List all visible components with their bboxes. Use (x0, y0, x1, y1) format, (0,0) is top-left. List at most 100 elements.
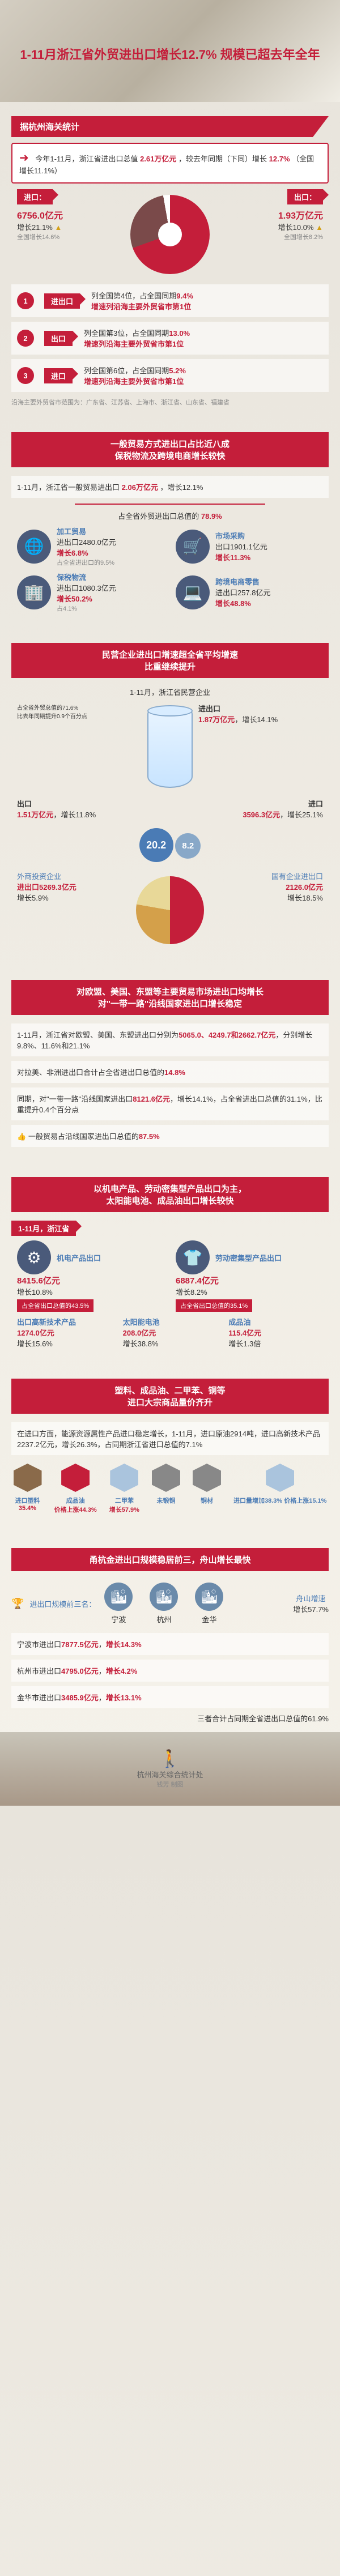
s3-lead: 1-11月，浙江省民营企业 (17, 686, 323, 697)
s1-rank-row: 3 进口 列全国第6位，占全国同期5.2%增速列沿海主要外贸省市第1位 (11, 359, 329, 392)
item-icon: 🏢 (17, 575, 51, 609)
section-3: 民营企业进出口增速超全省平均增速 比重继续提升 1-11月，浙江省民营企业 占全… (0, 626, 340, 963)
hex-icon (152, 1464, 180, 1492)
s5-right: 👕 劳动密集型产品出口 6887.4亿元 增长8.2% 占全省出口总值的35.1… (170, 1240, 329, 1312)
s7-rows: 宁波市进出口7877.5亿元，增长14.3% 杭州市进出口4795.0亿元，增长4… (11, 1633, 329, 1724)
s6-lead: 在进口方面，能源资源属性产品进口稳定增长，1-11月，进口原油2914吨，进口高… (11, 1422, 329, 1455)
footer-org: 杭州海关综合统计处 (17, 1769, 323, 1780)
s5-tag: 1-11月，浙江省 (11, 1221, 76, 1236)
s7-top-row: 🏆 进出口规模前三名： 🏙宁波🏙杭州🏙金华 舟山增速 增长57.7% (11, 1580, 329, 1627)
s2-lead: 1-11月，浙江省一般贸易进出口 2.06万亿元 ，增长12.1% (11, 476, 329, 498)
s1-footnote: 沿海主要外贸省市范围为：广东省、江苏省、上海市、浙江省、山东省、福建省 (11, 398, 329, 407)
s6-banner: 塑料、成品油、二甲苯、铜等 进口大宗商品量价齐升 (11, 1379, 329, 1414)
city-item: 🏙金华 (192, 1580, 226, 1627)
hex-item: 进口量增加38.3% 价格上涨15.1% (233, 1464, 326, 1514)
import-val: 6756.0亿元 (17, 208, 125, 221)
item-icon: 💻 (176, 575, 210, 609)
s1-val: 2.61万亿元 (140, 155, 176, 163)
divider (75, 504, 265, 505)
hex-item: 二甲苯增长57.9% (109, 1464, 139, 1514)
city-icon: 🏙 (150, 1583, 178, 1611)
up-icon: ▲ (55, 223, 62, 232)
s3-cylinder-row: 占全省外贸总值的71.6%比去年同期提升0.9个百分点 进出口 1.87万亿元，… (11, 703, 329, 794)
s1-rank-row: 2 出口 列全国第3位，占全国同期13.0%增速列沿海主要外贸省市第1位 (11, 322, 329, 355)
s5-item: 出口高新技术产品1274.0亿元增长15.6% (11, 1316, 117, 1349)
s7-row: 宁波市进出口7877.5亿元，增长14.3% (11, 1633, 329, 1655)
medal-icon: 3 (17, 367, 34, 384)
s6-hex-grid: 进口塑料35.4% 成品油价格上涨44.3% 二甲苯增长57.9% 未锻铜 铜材… (11, 1464, 329, 1514)
section-2: 一般贸易方式进出口占比近八成 保税物流及跨境电商增长较快 1-11月，浙江省一般… (0, 415, 340, 626)
hex-icon (61, 1464, 90, 1492)
city-icon: 🏙 (104, 1583, 133, 1611)
rank-tag: 进出口 (44, 293, 80, 309)
rank-tag: 进口 (44, 368, 73, 383)
s2-share: 占全省外贸进出口总值的 78.9% (11, 510, 329, 521)
s1-summary-box: ➜ 今年1-11月，浙江省进出口总值 2.61万亿元 ，较去年同期（下同）增长 … (11, 143, 329, 184)
city-item: 🏙杭州 (147, 1580, 181, 1627)
s7-extra: 舟山增速 增长57.7% (293, 1593, 329, 1614)
footer-credit: 钱芳 制图 (17, 1780, 323, 1789)
header: 1-11月浙江省外贸进出口增长12.7% 规模已超去年全年 (0, 0, 340, 102)
s7-banner: 甬杭金进出口规模稳居前三，舟山增长最快 (11, 1548, 329, 1571)
ball-2: 8.2 (175, 833, 201, 859)
pie-chart-icon (130, 195, 210, 274)
s4-p4: 👍 一般贸易占沿线国家进出口总值的87.5% (11, 1125, 329, 1147)
export-g: 增长10.0% ▲ (215, 221, 323, 232)
import-g: 增长21.1% ▲ (17, 221, 125, 232)
s7-cities: 🏙宁波 🏙杭州 🏙金华 (101, 1580, 226, 1627)
arrow-icon: ➜ (19, 152, 29, 164)
s1-import-col: 进口： 6756.0亿元 增长21.1% ▲ 全国增长14.6% (11, 189, 130, 280)
s4-p1: 1-11月，浙江省对欧盟、美国、东盟进出口分别为5065.0、4249.7和26… (11, 1023, 329, 1056)
city-item: 🏙宁波 (101, 1580, 135, 1627)
s4-p3: 同期，对"一带一路"沿线国家进出口8121.6亿元，增长14.1%，占全省进出口… (11, 1087, 329, 1120)
export-note: 全国增长8.2% (215, 232, 323, 241)
cylinder-icon (147, 709, 193, 788)
s7-sum: 三者合计占同期全省进出口总值的61.9% (11, 1713, 329, 1724)
shirt-icon: 👕 (176, 1240, 210, 1274)
item-icon: 🛒 (176, 530, 210, 564)
section-5: 以机电产品、劳动密集型产品出口为主， 太阳能电池、成品油出口增长较快 1-11月… (0, 1160, 340, 1362)
s7-row: 杭州市进出口4795.0亿元，增长4.2% (11, 1660, 329, 1682)
hex-icon (266, 1464, 294, 1492)
main-title: 1-11月浙江省外贸进出口增长12.7% 规模已超去年全年 (11, 45, 329, 64)
export-val: 1.93万亿元 (215, 208, 323, 221)
s3-banner: 民营企业进出口增速超全省平均增速 比重继续提升 (11, 643, 329, 678)
city-icon: 🏙 (195, 1583, 223, 1611)
s5-bottom-row: 出口高新技术产品1274.0亿元增长15.6%太阳能电池208.0亿元增长38.… (11, 1316, 329, 1349)
s1-rank-rows: 1 进出口 列全国第4位，占全国同期9.4%增速列沿海主要外贸省市第1位 2 出… (11, 284, 329, 392)
s1-rank-row: 1 进出口 列全国第4位，占全国同期9.4%增速列沿海主要外贸省市第1位 (11, 284, 329, 317)
section-1: 据杭州海关统计 ➜ 今年1-11月，浙江省进出口总值 2.61万亿元 ，较去年同… (0, 102, 340, 415)
s4-banner: 对欧盟、美国、东盟等主要贸易市场进出口均增长 对"一带一路"沿线国家进出口增长稳… (11, 980, 329, 1015)
s5-banner: 以机电产品、劳动密集型产品出口为主， 太阳能电池、成品油出口增长较快 (11, 1177, 329, 1212)
s1-banner: 据杭州海关统计 (11, 116, 329, 137)
trophy-icon: 🏆 (11, 1598, 24, 1610)
s2-banner: 一般贸易方式进出口占比近八成 保税物流及跨境电商增长较快 (11, 432, 329, 467)
s5-lr-row: ⚙ 机电产品出口 8415.6亿元 增长10.8% 占全省出口总值的43.5% … (11, 1240, 329, 1312)
section-4: 对欧盟、美国、东盟等主要贸易市场进出口均增长 对"一带一路"沿线国家进出口增长稳… (0, 963, 340, 1160)
rank-tag: 出口 (44, 331, 73, 346)
s3-bottom-row: 外商投资企业 进出口5269.3亿元 增长5.9% 国有企业进出口 2126.0… (11, 871, 329, 950)
s2-item-row: 🏢 保税物流进出口1080.3亿元增长50.2%占4.1% 💻 跨境电商零售进出… (11, 572, 329, 613)
import-note: 全国增长14.6% (17, 232, 125, 241)
hex-icon (14, 1464, 42, 1492)
section-6: 塑料、成品油、二甲苯、铜等 进口大宗商品量价齐升 在进口方面，能源资源属性产品进… (0, 1362, 340, 1531)
s3-left: 外商投资企业 进出口5269.3亿元 增长5.9% (11, 871, 136, 950)
s5-item: 成品油115.4亿元增长1.3倍 (223, 1316, 329, 1349)
s1-import-export-row: 进口： 6756.0亿元 增长21.1% ▲ 全国增长14.6% 出口： 1.9… (11, 189, 329, 280)
hex-icon (193, 1464, 221, 1492)
s2-item-row: 🌐 加工贸易进出口2480.0亿元增长6.8%占全省进出口的9.5% 🛒 市场采… (11, 526, 329, 567)
hex-item: 成品油价格上涨44.3% (54, 1464, 97, 1514)
s2-items: 🌐 加工贸易进出口2480.0亿元增长6.8%占全省进出口的9.5% 🛒 市场采… (11, 526, 329, 613)
item-icon: 🌐 (17, 530, 51, 564)
s1-post: ，较去年同期（下同）增长 (178, 155, 267, 163)
ball-1: 20.2 (139, 828, 173, 862)
s7-row: 金华市进出口3485.9亿元，增长13.1% (11, 1686, 329, 1708)
s3-balls: 20.2 8.2 (20, 828, 320, 862)
medal-icon: 1 (17, 292, 34, 309)
hex-icon (110, 1464, 138, 1492)
medal-icon: 2 (17, 330, 34, 347)
s3-right: 国有企业进出口 2126.0亿元 增长18.5% (204, 871, 329, 950)
s1-export-col: 出口： 1.93万亿元 增长10.0% ▲ 全国增长8.2% (210, 189, 329, 280)
up-icon: ▲ (316, 223, 323, 232)
import-label: 进口： (17, 189, 53, 204)
